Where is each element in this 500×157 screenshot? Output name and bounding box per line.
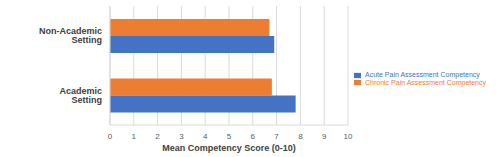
svg-text:9: 9 <box>322 132 327 141</box>
svg-text:7: 7 <box>274 132 279 141</box>
svg-text:4: 4 <box>203 132 208 141</box>
svg-text:AcademicSetting: AcademicSetting <box>59 86 102 105</box>
svg-text:6: 6 <box>251 132 256 141</box>
svg-text:2: 2 <box>155 132 160 141</box>
svg-text:1: 1 <box>132 132 137 141</box>
svg-text:0: 0 <box>108 132 113 141</box>
svg-text:8: 8 <box>298 132 303 141</box>
svg-text:10: 10 <box>344 132 353 141</box>
html-text:Acute Pain Assessment Competen: Acute Pain Assessment Competency <box>365 70 480 78</box>
svg-text:5: 5 <box>227 132 232 141</box>
svg-text:Mean Competency Score (0-10): Mean Competency Score (0-10) <box>162 143 296 153</box>
svg-text:Non-AcademicSetting: Non-AcademicSetting <box>39 26 102 45</box>
svg-text:3: 3 <box>179 132 184 141</box>
html-text:Chronic Pain Assessment Compet: Chronic Pain Assessment Competency <box>365 78 486 86</box>
